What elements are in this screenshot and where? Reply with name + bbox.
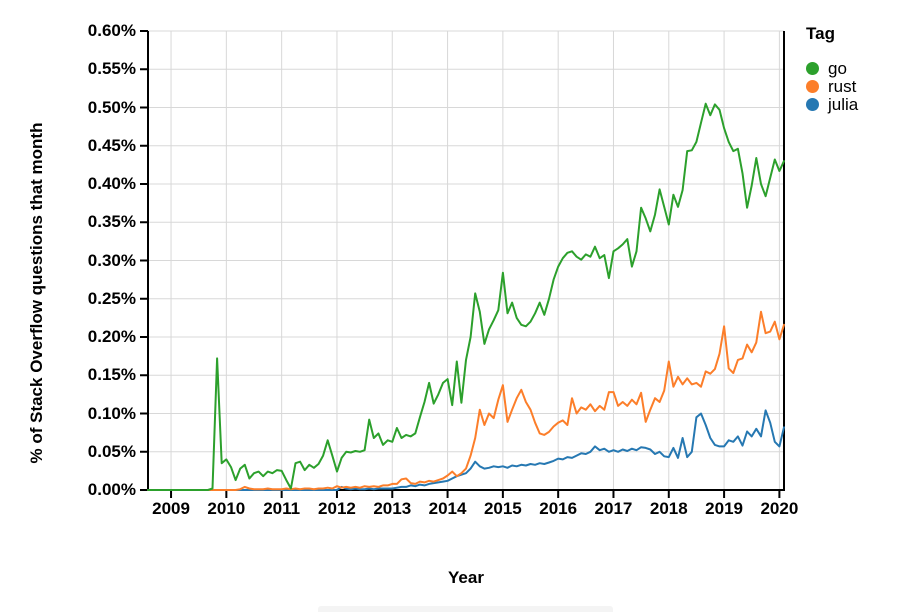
- legend-items: go rust julia: [806, 60, 858, 113]
- legend-dot-icon: [806, 62, 819, 75]
- y-tick-label: 0.10%: [87, 403, 136, 423]
- y-tick-label: 0.40%: [87, 174, 136, 193]
- x-tick-label: 2019: [705, 499, 743, 518]
- y-axis-title: % of Stack Overflow questions that month: [27, 122, 46, 464]
- series-line-julia: [147, 409, 785, 491]
- series-line-rust: [147, 310, 785, 491]
- y-tick-label: 0.55%: [87, 59, 136, 79]
- x-tick-label: 2010: [207, 499, 246, 518]
- y-tick-label: 0.50%: [87, 97, 136, 117]
- legend-item-go: go: [806, 60, 858, 77]
- x-tick-label: 2015: [483, 499, 522, 518]
- y-tick-label: 0.35%: [87, 212, 136, 232]
- legend: Tag go rust julia: [806, 24, 858, 114]
- legend-dot-icon: [806, 80, 819, 93]
- y-tick-label: 0.20%: [87, 327, 136, 346]
- y-tick-label: 0.00%: [87, 480, 136, 499]
- legend-dot-icon: [806, 98, 819, 111]
- series-line-go: [147, 102, 785, 491]
- x-tick-label: 2011: [263, 499, 301, 518]
- legend-item-rust: rust: [806, 78, 858, 95]
- y-tick-label: 0.30%: [87, 250, 136, 270]
- x-tick-label: 2009: [152, 499, 190, 518]
- y-tick-label: 0.60%: [87, 21, 136, 40]
- x-tick-label: 2020: [760, 499, 799, 518]
- x-tick-label: 2017: [594, 499, 633, 518]
- x-tick-label: 2018: [649, 499, 688, 518]
- y-tick-label: 0.05%: [87, 441, 136, 461]
- x-tick-label: 2012: [318, 499, 356, 518]
- y-tick-label: 0.45%: [87, 135, 136, 155]
- x-tick-label: 2014: [428, 499, 467, 518]
- cropped-bottom-element: [318, 606, 613, 612]
- x-tick-label: 2016: [539, 499, 578, 518]
- legend-title: Tag: [806, 24, 835, 43]
- y-tick-label: 0.15%: [87, 365, 136, 385]
- x-tick-label: 2013: [373, 499, 412, 518]
- legend-label: go: [828, 59, 847, 78]
- x-axis-title: Year: [448, 568, 484, 587]
- legend-item-julia: julia: [806, 96, 858, 113]
- y-tick-label: 0.25%: [87, 288, 136, 308]
- legend-label: julia: [828, 95, 859, 114]
- legend-label: rust: [828, 77, 857, 96]
